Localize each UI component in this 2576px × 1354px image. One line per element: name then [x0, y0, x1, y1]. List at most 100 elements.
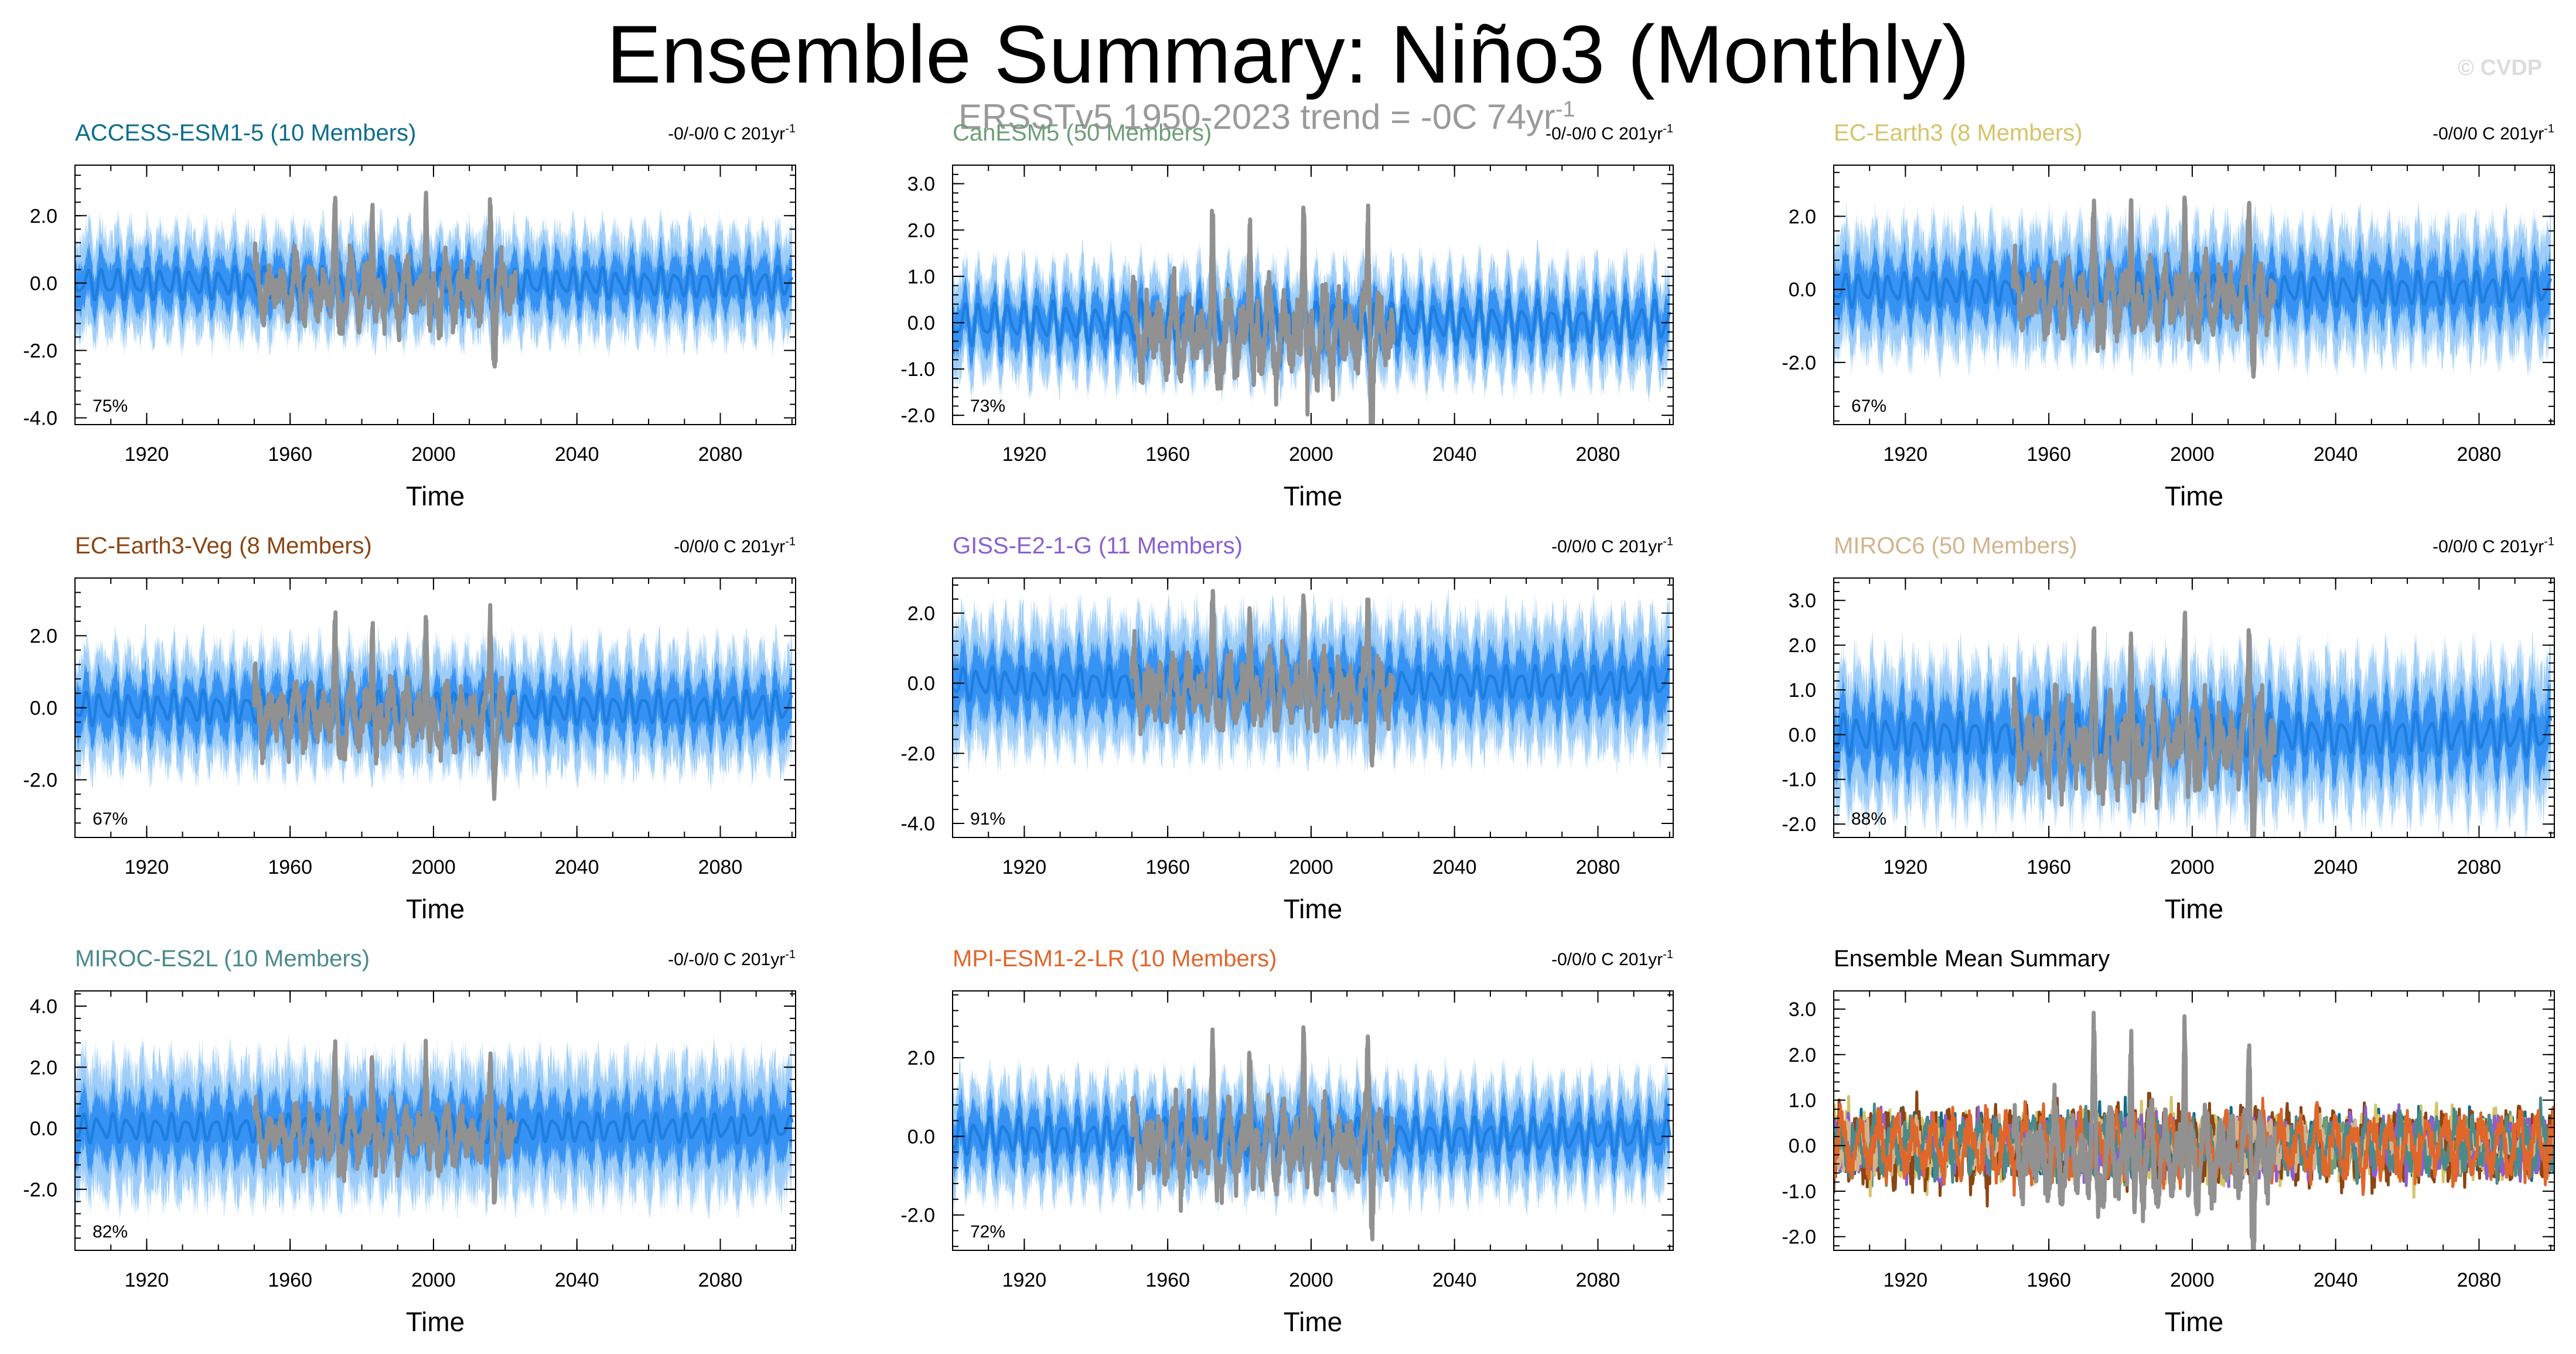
y-tick-label: 3.0	[1789, 999, 1816, 1021]
y-tick-label: 2.0	[30, 1056, 57, 1079]
copyright-label: © CVDP	[2458, 56, 2543, 80]
y-tick-label: -1.0	[1782, 769, 1816, 791]
x-axis-label: Time	[1284, 481, 1343, 511]
trend-label-text: -0/0/0 C 201yr	[674, 537, 785, 556]
x-tick-label: 2000	[1289, 1269, 1333, 1291]
y-tick-label: 2.0	[1789, 1044, 1816, 1066]
y-tick-label: -4.0	[900, 813, 935, 835]
percent-label: 67%	[1851, 396, 1886, 416]
panel-title: Ensemble Mean Summary	[1834, 946, 2110, 972]
trend-label-text: -0/-0/0 C 201yr	[1545, 124, 1663, 143]
panel-title: GISS-E2-1-G (11 Members)	[953, 533, 1243, 559]
y-tick-label: -4.0	[23, 407, 57, 429]
x-tick-label: 2080	[698, 856, 743, 878]
x-tick-label: 1960	[1145, 856, 1190, 878]
y-tick-label: -2.0	[23, 1179, 57, 1201]
y-tick-label: -1.0	[900, 358, 935, 381]
percent-label: 88%	[1851, 809, 1886, 829]
x-tick-label: 2000	[411, 443, 456, 466]
y-tick-label: 0.0	[1789, 279, 1816, 301]
trend-label: -0/0/0 C 201yr-1	[1551, 535, 1673, 556]
x-tick-label: 2040	[555, 443, 599, 466]
x-tick-label: 2000	[2170, 856, 2215, 878]
y-tick-label: 4.0	[30, 996, 57, 1018]
y-tick-label: 0.0	[30, 697, 57, 720]
trend-label-text: -0/0/0 C 201yr	[1551, 950, 1663, 969]
plot-area	[953, 589, 1671, 777]
trend-label-superscript: -1	[1663, 948, 1673, 961]
panel-title: CanESM5 (50 Members)	[953, 120, 1212, 146]
x-tick-label: 2040	[555, 1269, 599, 1291]
chart-panel-8: 1920 1960 2000 2040 2080 -2.0 0.0 2.0 Time MPI-ES…	[900, 946, 1674, 1337]
plot-area	[1834, 195, 2553, 379]
figure-title: Ensemble Summary: Niño3 (Monthly)	[606, 8, 1970, 100]
plot-frame	[1833, 165, 2555, 425]
plot-frame	[74, 165, 796, 425]
y-tick-label: 2.0	[1789, 635, 1816, 657]
x-tick-label: 2000	[411, 1269, 456, 1291]
x-tick-label: 1960	[1145, 443, 1190, 466]
x-tick-label: 2000	[2170, 443, 2215, 466]
trend-label: -0/-0/0 C 201yr-1	[1545, 122, 1673, 143]
y-tick-label: 0.0	[907, 312, 935, 334]
y-tick-label: 2.0	[907, 1047, 935, 1069]
y-tick-label: 0.0	[907, 1126, 935, 1148]
observation-trend-subtitle: ERSSTv5 1950-2023 trend = -0C 74yr-1	[958, 97, 1575, 137]
x-tick-label: 2080	[1576, 1269, 1620, 1291]
panel-title: MPI-ESM1-2-LR (10 Members)	[953, 946, 1277, 972]
x-axis-label: Time	[1284, 894, 1343, 924]
x-axis-label: Time	[2165, 481, 2224, 511]
chart-panel-9: 1920 1960 2000 2040 2080 -2.0 -1.0 0.0 1.0 2.0 3.0…	[1782, 946, 2555, 1337]
plot-frame	[74, 990, 796, 1251]
panel-title: EC-Earth3-Veg (8 Members)	[75, 533, 372, 559]
observation-line	[1130, 589, 1396, 768]
plot-area	[1834, 1010, 2554, 1250]
plot-area	[1834, 610, 2553, 837]
x-tick-label: 2080	[1576, 443, 1620, 466]
x-tick-label: 1920	[1884, 856, 1928, 878]
x-axis-label: Time	[2165, 1307, 2224, 1337]
x-tick-label: 1920	[125, 856, 169, 878]
trend-label-text: -0/0/0 C 201yr	[2432, 537, 2544, 556]
plot-area	[75, 1035, 794, 1222]
x-tick-label: 2040	[2314, 443, 2358, 466]
trend-label: -0/0/0 C 201yr-1	[1551, 948, 1673, 969]
x-tick-label: 1920	[125, 443, 169, 466]
observation-line	[2011, 1010, 2277, 1250]
x-tick-label: 1920	[1884, 443, 1928, 466]
x-tick-label: 1920	[1002, 856, 1047, 878]
trend-label: -0/0/0 C 201yr-1	[2432, 122, 2554, 143]
x-axis-label: Time	[406, 481, 465, 511]
trend-label-text: -0/-0/0 C 201yr	[668, 950, 785, 969]
x-tick-label: 1920	[125, 1269, 169, 1291]
trend-label: -0/-0/0 C 201yr-1	[668, 948, 796, 969]
x-tick-label: 1960	[268, 856, 312, 878]
trend-label: -0/-0/0 C 201yr-1	[668, 122, 796, 143]
x-tick-label: 2040	[1432, 856, 1477, 878]
y-tick-label: -2.0	[900, 743, 935, 765]
panel-title: EC-Earth3 (8 Members)	[1834, 120, 2083, 146]
observation-line	[252, 603, 518, 801]
x-tick-label: 1960	[2026, 1269, 2071, 1291]
percent-label: 75%	[93, 396, 128, 416]
trend-label: -0/0/0 C 201yr-1	[674, 535, 796, 556]
observation-line	[1130, 1025, 1396, 1242]
x-tick-label: 2040	[1432, 1269, 1477, 1291]
y-tick-label: 1.0	[907, 266, 935, 288]
x-tick-label: 2080	[2457, 856, 2502, 878]
observation-line	[252, 190, 518, 369]
panel-title: ACCESS-ESM1-5 (10 Members)	[75, 120, 416, 146]
plot-area	[953, 1025, 1671, 1242]
y-tick-label: -2.0	[1782, 352, 1816, 374]
percent-label: 73%	[970, 396, 1005, 416]
trend-label-superscript: -1	[1663, 535, 1673, 548]
trend-label-superscript: -1	[2544, 122, 2554, 135]
y-tick-label: 3.0	[907, 173, 935, 196]
y-tick-label: -2.0	[23, 770, 57, 792]
observation-line	[252, 1038, 518, 1205]
percent-label: 72%	[970, 1222, 1005, 1242]
y-tick-label: 0.0	[1789, 1135, 1816, 1157]
x-tick-label: 1960	[1145, 1269, 1190, 1291]
chart-panel-1: 1920 1960 2000 2040 2080 -4.0 -2.0 0.0 2.0 Time AC…	[23, 120, 796, 511]
